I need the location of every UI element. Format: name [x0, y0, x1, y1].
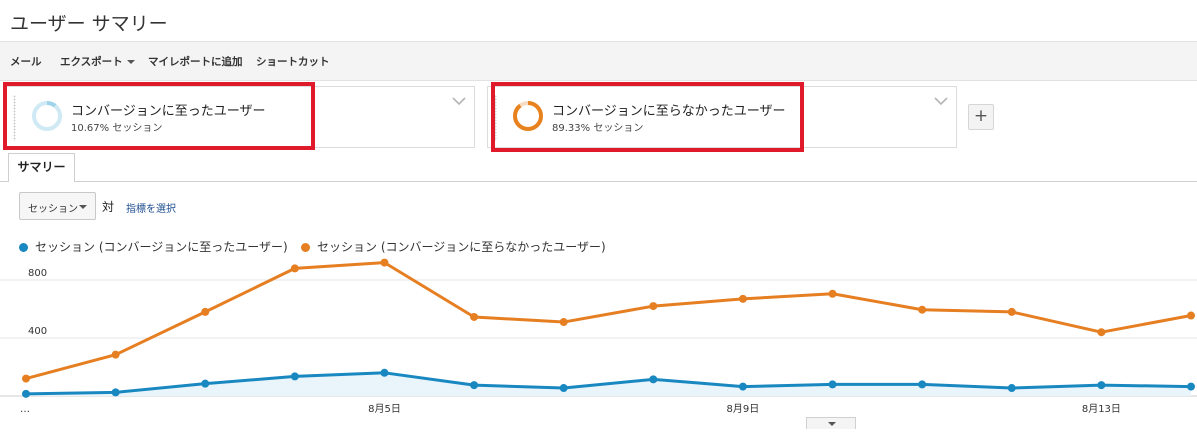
legend-label: セッション (コンバージョンに至らなかったユーザー): [317, 240, 606, 254]
email-button[interactable]: メール: [10, 56, 42, 68]
x-tick-label: 8月13日: [1082, 403, 1121, 415]
data-point: [1187, 382, 1195, 391]
data-point: [111, 350, 120, 359]
data-point: [201, 379, 210, 388]
metric-select[interactable]: セッション: [19, 192, 96, 220]
data-point: [22, 389, 30, 398]
tab-summary[interactable]: サマリー: [8, 153, 75, 182]
data-point: [738, 294, 747, 303]
segment-card-non-converted[interactable]: コンバージョンに至らなかったユーザー 89.33% セッション: [487, 86, 957, 148]
data-point: [1187, 311, 1195, 320]
data-point: [738, 382, 747, 391]
chevron-down-icon[interactable]: [452, 96, 466, 106]
data-point: [470, 381, 479, 390]
legend-label: セッション (コンバージョンに至ったユーザー): [35, 240, 288, 254]
data-point: [380, 258, 389, 267]
data-point: [649, 375, 658, 384]
tab-divider: [0, 181, 1197, 182]
data-point: [918, 380, 927, 389]
data-point: [559, 384, 568, 393]
x-tick-label: 8月5日: [368, 403, 401, 415]
segment-card-converted[interactable]: コンバージョンに至ったユーザー 10.67% セッション: [6, 86, 475, 148]
shortcut-button[interactable]: ショートカット: [256, 56, 330, 68]
data-point: [380, 368, 389, 377]
choose-metric-link[interactable]: 指標を選択: [126, 204, 176, 215]
page-title: ユーザー サマリー: [10, 13, 168, 35]
data-point: [290, 372, 299, 381]
export-label: エクスポート: [60, 56, 123, 68]
data-point: [1007, 307, 1016, 316]
data-point: [649, 302, 658, 311]
chart-expand-handle[interactable]: [806, 417, 856, 429]
add-segment-button[interactable]: +: [968, 104, 994, 130]
series-line-converted: [25, 371, 1192, 396]
data-point: [1007, 384, 1016, 393]
segment-donut-icon: [32, 101, 62, 131]
drag-handle[interactable]: [494, 95, 497, 141]
y-tick-label: 400: [28, 326, 47, 337]
x-tick-label: 8月9日: [727, 403, 760, 415]
data-point: [201, 307, 210, 316]
data-point: [111, 388, 120, 397]
drag-handle[interactable]: [13, 95, 16, 141]
y-tick-label: 800: [28, 268, 47, 279]
segment-name: コンバージョンに至ったユーザー: [71, 104, 266, 119]
data-point: [22, 374, 30, 383]
x-tick-label: …: [20, 404, 30, 415]
segment-name: コンバージョンに至らなかったユーザー: [552, 104, 786, 119]
legend-item-non-converted[interactable]: セッション (コンバージョンに至らなかったユーザー): [301, 238, 606, 255]
export-menu[interactable]: エクスポート: [60, 54, 135, 69]
versus-label: 対: [102, 200, 115, 214]
segment-share: 10.67% セッション: [71, 123, 163, 134]
segment-share: 89.33% セッション: [552, 123, 644, 134]
data-point: [559, 318, 568, 327]
data-point: [1097, 328, 1106, 337]
data-point: [470, 312, 479, 321]
sessions-line-chart: 800 400 … 8月5日 8月9日 8月13日: [0, 258, 1197, 415]
data-point: [1097, 381, 1106, 390]
segment-donut-icon: [513, 101, 543, 131]
data-point: [290, 264, 299, 273]
metric-select-value: セッション: [28, 204, 78, 215]
data-point: [828, 380, 837, 389]
legend-item-converted[interactable]: セッション (コンバージョンに至ったユーザー): [19, 238, 288, 255]
legend-dot-icon: [301, 243, 310, 252]
add-to-dashboard-button[interactable]: マイレポートに追加: [148, 56, 243, 68]
data-point: [828, 289, 837, 298]
chevron-down-icon: [79, 205, 87, 209]
chevron-down-icon: [828, 422, 836, 426]
data-point: [918, 305, 927, 314]
chevron-down-icon[interactable]: [934, 96, 948, 106]
report-toolbar: メール エクスポート マイレポートに追加 ショートカット: [0, 41, 1197, 81]
chevron-down-icon: [126, 60, 135, 64]
legend-dot-icon: [19, 243, 28, 252]
series-line-non-converted: [25, 261, 1192, 381]
